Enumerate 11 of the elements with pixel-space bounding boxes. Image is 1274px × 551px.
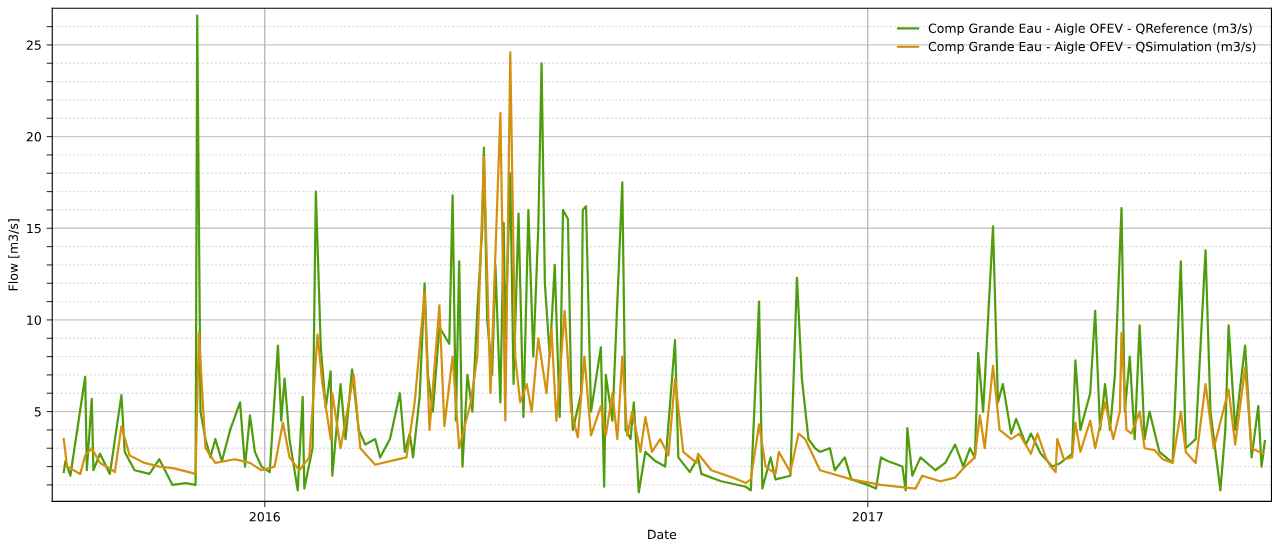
x-tick-label: 2017 xyxy=(852,512,883,522)
y-tick-label: 15 xyxy=(27,223,41,234)
legend-label: Comp Grande Eau - Aigle OFEV - QSimulation (m3/s) xyxy=(928,41,1256,54)
y-tick-label: 5 xyxy=(34,407,41,417)
y-tick-label: 10 xyxy=(27,315,41,325)
x-axis-title: Date xyxy=(648,529,677,540)
legend-label: Comp Grande Eau - Aigle OFEV - QReference (m3/s) xyxy=(928,23,1252,36)
y-tick-label: 20 xyxy=(26,132,41,142)
x-tick-label: 2016 xyxy=(249,512,280,522)
y-tick-label: 25 xyxy=(26,40,41,50)
y-axis-title: Flow [m3/s] xyxy=(8,219,20,291)
